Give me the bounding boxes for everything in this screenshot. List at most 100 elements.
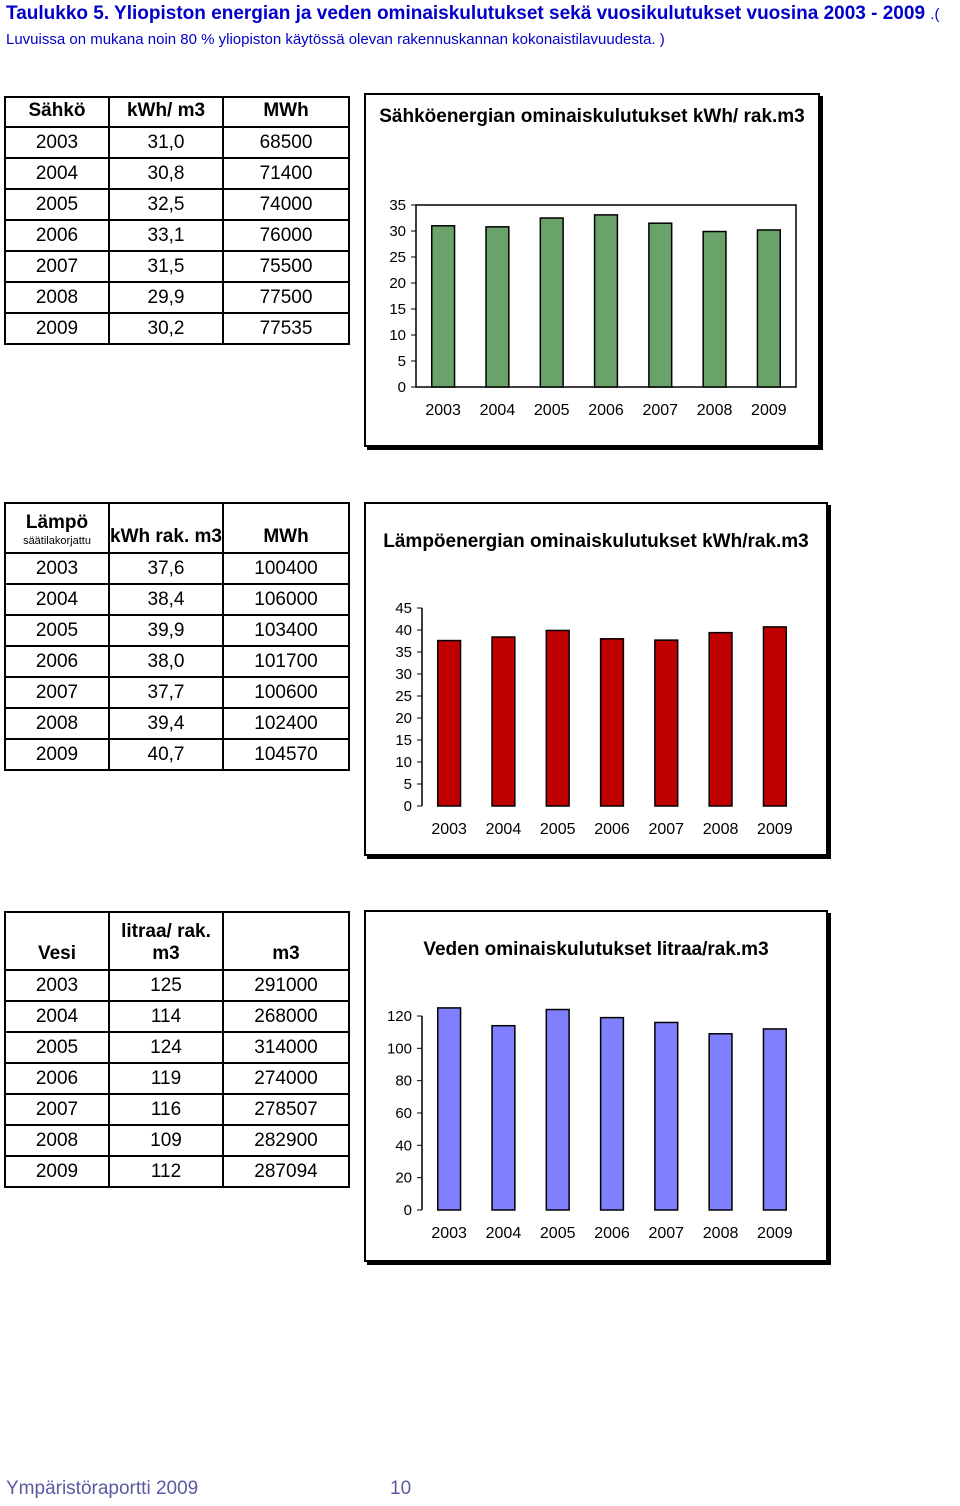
chart-plot: 0 5 10 15 20 25 30 35 2003 2004 2005 2006 2007 2008 20… bbox=[389, 197, 797, 419]
table-cell: 2004 bbox=[4, 157, 110, 190]
table-cell: 32,5 bbox=[108, 188, 224, 221]
bar-2007 bbox=[654, 639, 679, 807]
table-cell: 104570 bbox=[222, 738, 350, 771]
y-tick-label: 20 bbox=[395, 710, 412, 727]
y-tick-label: 25 bbox=[395, 688, 412, 705]
x-tick-label: 2004 bbox=[480, 402, 516, 419]
table-cell: 2005 bbox=[4, 188, 110, 221]
bar-2004 bbox=[491, 636, 516, 807]
table-row: 2008 39,4 102400 bbox=[4, 707, 350, 740]
table-row: 2003 31,0 68500 bbox=[4, 126, 350, 159]
table-cell: 314000 bbox=[222, 1031, 350, 1064]
chart-title: Lämpöenergian ominaiskulutukset kWh/rak.… bbox=[383, 531, 809, 552]
table-cell: 2009 bbox=[4, 738, 110, 771]
table-cell: 37,7 bbox=[108, 676, 224, 709]
electricity-table: Sähkö kWh/ m3 MWh 2003 31,0 68500 2004 30,8 7… bbox=[4, 96, 350, 345]
bar-2008 bbox=[702, 230, 727, 388]
table-cell: 2006 bbox=[4, 645, 110, 678]
table-cell: 124 bbox=[108, 1031, 224, 1064]
x-tick-label: 2006 bbox=[594, 1225, 630, 1242]
y-tick-label: 40 bbox=[395, 622, 412, 639]
table-cell: 30,2 bbox=[108, 312, 224, 345]
table-row: 2009 30,2 77535 bbox=[4, 312, 350, 345]
y-tick-label: 35 bbox=[389, 197, 406, 214]
header-cell: kWh rak. m3 bbox=[108, 502, 224, 554]
page-title-text: Taulukko 5. Yliopiston energian ja veden… bbox=[6, 3, 926, 24]
x-tick-label: 2007 bbox=[642, 402, 678, 419]
header-cell: kWh/ m3 bbox=[108, 96, 224, 128]
table-cell: 40,7 bbox=[108, 738, 224, 771]
table-cell: 31,5 bbox=[108, 250, 224, 283]
x-tick-label: 2003 bbox=[431, 1225, 467, 1242]
bar-2007 bbox=[648, 222, 673, 388]
y-tick-label: 80 bbox=[395, 1073, 412, 1090]
table-cell: 2003 bbox=[4, 552, 110, 585]
water-chart: 0 20 40 60 80 100 120 2003 2004 2005 2006 2007 2008 2… bbox=[364, 910, 828, 1262]
table-row: 2007 37,7 100600 bbox=[4, 676, 350, 709]
bar-2008 bbox=[708, 1033, 733, 1211]
y-tick-label: 10 bbox=[395, 754, 412, 771]
bar-2007 bbox=[654, 1021, 679, 1211]
table-row: 2004 38,4 106000 bbox=[4, 583, 350, 616]
y-tick-label: 5 bbox=[404, 776, 412, 793]
bar-2005 bbox=[545, 1008, 570, 1211]
y-tick-label: 45 bbox=[395, 600, 412, 617]
table-cell: 38,4 bbox=[108, 583, 224, 616]
header-cell: MWh bbox=[222, 96, 350, 128]
table-row: 2005 39,9 103400 bbox=[4, 614, 350, 647]
y-tick-label: 35 bbox=[395, 644, 412, 661]
y-tick-label: 20 bbox=[395, 1170, 412, 1187]
heat-chart: 0 5 10 15 20 25 30 35 40 45 2003 2004 2005 2006 2007 20… bbox=[364, 502, 828, 856]
table-row: 2008 109 282900 bbox=[4, 1124, 350, 1157]
table-cell: 68500 bbox=[222, 126, 350, 159]
table-cell: 2004 bbox=[4, 1000, 110, 1033]
bar-2008 bbox=[708, 631, 733, 807]
header-cell: Vesi bbox=[4, 911, 110, 971]
table-cell: 268000 bbox=[222, 1000, 350, 1033]
table-cell: 291000 bbox=[222, 969, 350, 1002]
bar-2006 bbox=[599, 638, 625, 807]
y-tick-label: 0 bbox=[404, 1202, 412, 1219]
table-cell: 77500 bbox=[222, 281, 350, 314]
table-cell: 2007 bbox=[4, 1093, 110, 1126]
table-row: 2005 32,5 74000 bbox=[4, 188, 350, 221]
table-row: 2005 124 314000 bbox=[4, 1031, 350, 1064]
bar-2005 bbox=[545, 629, 570, 807]
table-cell: 102400 bbox=[222, 707, 350, 740]
header-cell: litraa/ rak. m3 bbox=[108, 911, 224, 971]
table-cell: 39,9 bbox=[108, 614, 224, 647]
x-tick-label: 2008 bbox=[703, 821, 739, 838]
y-tick-label: 25 bbox=[389, 249, 406, 266]
bar-2003 bbox=[430, 225, 456, 388]
table-row: 2008 29,9 77500 bbox=[4, 281, 350, 314]
table-row: 2006 33,1 76000 bbox=[4, 219, 350, 252]
header-cell: MWh bbox=[222, 502, 350, 554]
table-cell: 282900 bbox=[222, 1124, 350, 1157]
page-title: Taulukko 5. Yliopiston energian ja veden… bbox=[6, 2, 956, 52]
table-cell: 106000 bbox=[222, 583, 350, 616]
header-cell-label: Lämpö bbox=[25, 512, 89, 533]
chart-title: Sähköenergian ominaiskulutukset kWh/ rak… bbox=[379, 106, 805, 127]
y-tick-label: 5 bbox=[398, 353, 406, 370]
x-tick-label: 2008 bbox=[703, 1225, 739, 1242]
table-cell: 100400 bbox=[222, 552, 350, 585]
x-tick-label: 2005 bbox=[540, 1225, 576, 1242]
table-cell: 37,6 bbox=[108, 552, 224, 585]
y-tick-label: 120 bbox=[387, 1008, 412, 1025]
table-cell: 119 bbox=[108, 1062, 224, 1095]
table-cell: 103400 bbox=[222, 614, 350, 647]
table-header-row: Lämpö säätilakorjattu kWh rak. m3 MWh bbox=[4, 502, 350, 554]
table-cell: 274000 bbox=[222, 1062, 350, 1095]
bar-2009 bbox=[762, 1028, 788, 1211]
y-tick-label: 0 bbox=[404, 798, 412, 815]
chart-plot: 0 5 10 15 20 25 30 35 40 45 2003 2004 2005 2006 2007 20… bbox=[395, 600, 792, 838]
x-tick-label: 2009 bbox=[751, 402, 787, 419]
table-row: 2003 37,6 100400 bbox=[4, 552, 350, 585]
table-row: 2007 116 278507 bbox=[4, 1093, 350, 1126]
table-cell: 112 bbox=[108, 1155, 224, 1188]
bar-2004 bbox=[491, 1024, 516, 1211]
y-tick-label: 15 bbox=[389, 301, 406, 318]
table-cell: 29,9 bbox=[108, 281, 224, 314]
table-cell: 2003 bbox=[4, 126, 110, 159]
header-cell: m3 bbox=[222, 911, 350, 971]
